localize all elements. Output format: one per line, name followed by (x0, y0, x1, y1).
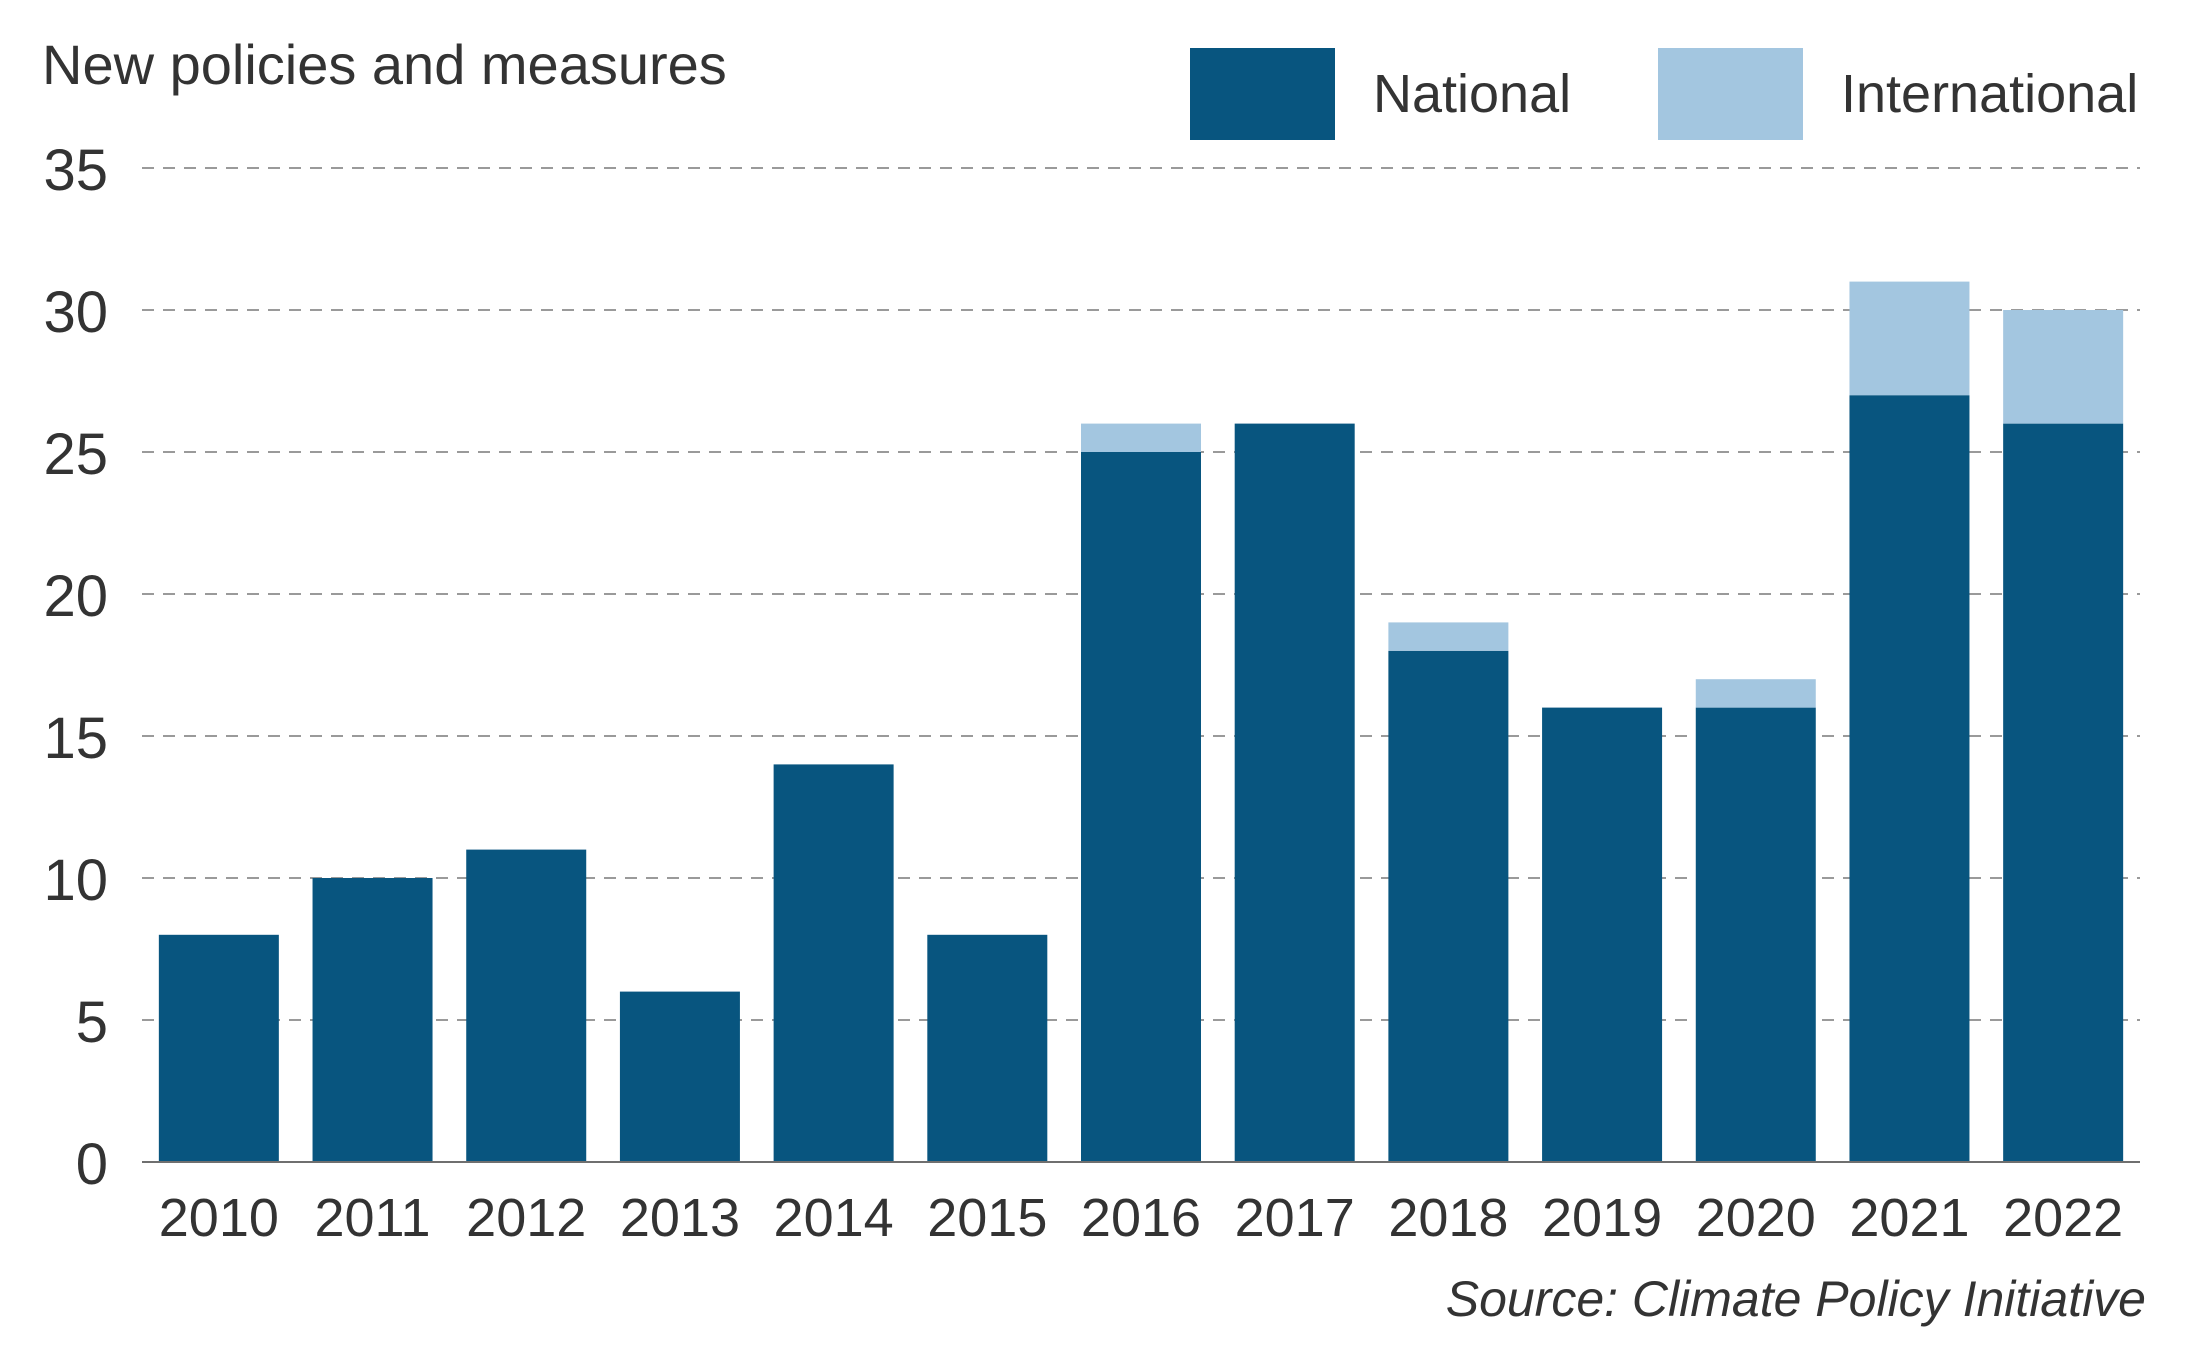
bar-2020-national (1695, 707, 1816, 1162)
x-tick-label-2019: 2019 (1542, 1188, 1662, 1248)
bar-2016-national (1081, 452, 1201, 1162)
x-tick-label-2012: 2012 (466, 1188, 586, 1248)
bar-2010-national (158, 934, 279, 1162)
bar-2019-national (1542, 707, 1663, 1162)
x-tick-label-2020: 2020 (1696, 1188, 1816, 1248)
legend-national: National (1190, 48, 1571, 140)
x-tick-label-2011: 2011 (314, 1188, 430, 1248)
bar-2022-international (2003, 310, 2124, 424)
y-tick-label-5: 5 (76, 990, 108, 1055)
legend-international: International (1658, 48, 2138, 140)
legend-swatch-national (1190, 48, 1335, 140)
x-tick-label-2013: 2013 (620, 1188, 740, 1248)
bar-2014-national (773, 764, 894, 1162)
y-tick-label-15: 15 (43, 706, 108, 771)
x-tick-label-2018: 2018 (1388, 1188, 1508, 1248)
y-tick-label-10: 10 (43, 848, 108, 913)
y-tick-label-0: 0 (76, 1132, 108, 1197)
x-tick-label-2015: 2015 (927, 1188, 1047, 1248)
y-tick-label-30: 30 (43, 280, 108, 345)
bar-2012-national (466, 849, 587, 1162)
legend-swatch-international (1658, 48, 1803, 140)
bar-2021-national (1849, 395, 1970, 1162)
x-tick-label-2022: 2022 (2003, 1188, 2123, 1248)
x-tick-label-2021: 2021 (1849, 1188, 1969, 1248)
x-tick-label-2017: 2017 (1235, 1188, 1355, 1248)
y-tick-label-35: 35 (43, 138, 108, 203)
x-tick-label-2014: 2014 (774, 1188, 894, 1248)
bar-2022-national (2003, 423, 2124, 1163)
y-axis-label: New policies and measures (42, 33, 727, 96)
bar-2020-international (1695, 679, 1816, 708)
bar-2017-national (1234, 423, 1355, 1163)
legend-label-national: National (1373, 64, 1572, 124)
y-tick-label-25: 25 (43, 422, 108, 487)
x-tick-label-2016: 2016 (1081, 1188, 1201, 1248)
x-tick-label-2010: 2010 (159, 1188, 279, 1248)
bar-2021-international (1849, 281, 1970, 396)
legend-label-international: International (1841, 64, 2139, 124)
y-tick-label-20: 20 (43, 564, 108, 629)
bar-2016-international (1081, 423, 1201, 452)
bar-2018-international (1388, 622, 1509, 651)
source-note: Source: Climate Policy Initiative (1445, 1271, 2146, 1327)
bar-2018-national (1388, 650, 1509, 1162)
bar-2013-national (619, 991, 740, 1162)
bar-2015-national (927, 934, 1048, 1162)
bar-2011-national (312, 878, 433, 1162)
